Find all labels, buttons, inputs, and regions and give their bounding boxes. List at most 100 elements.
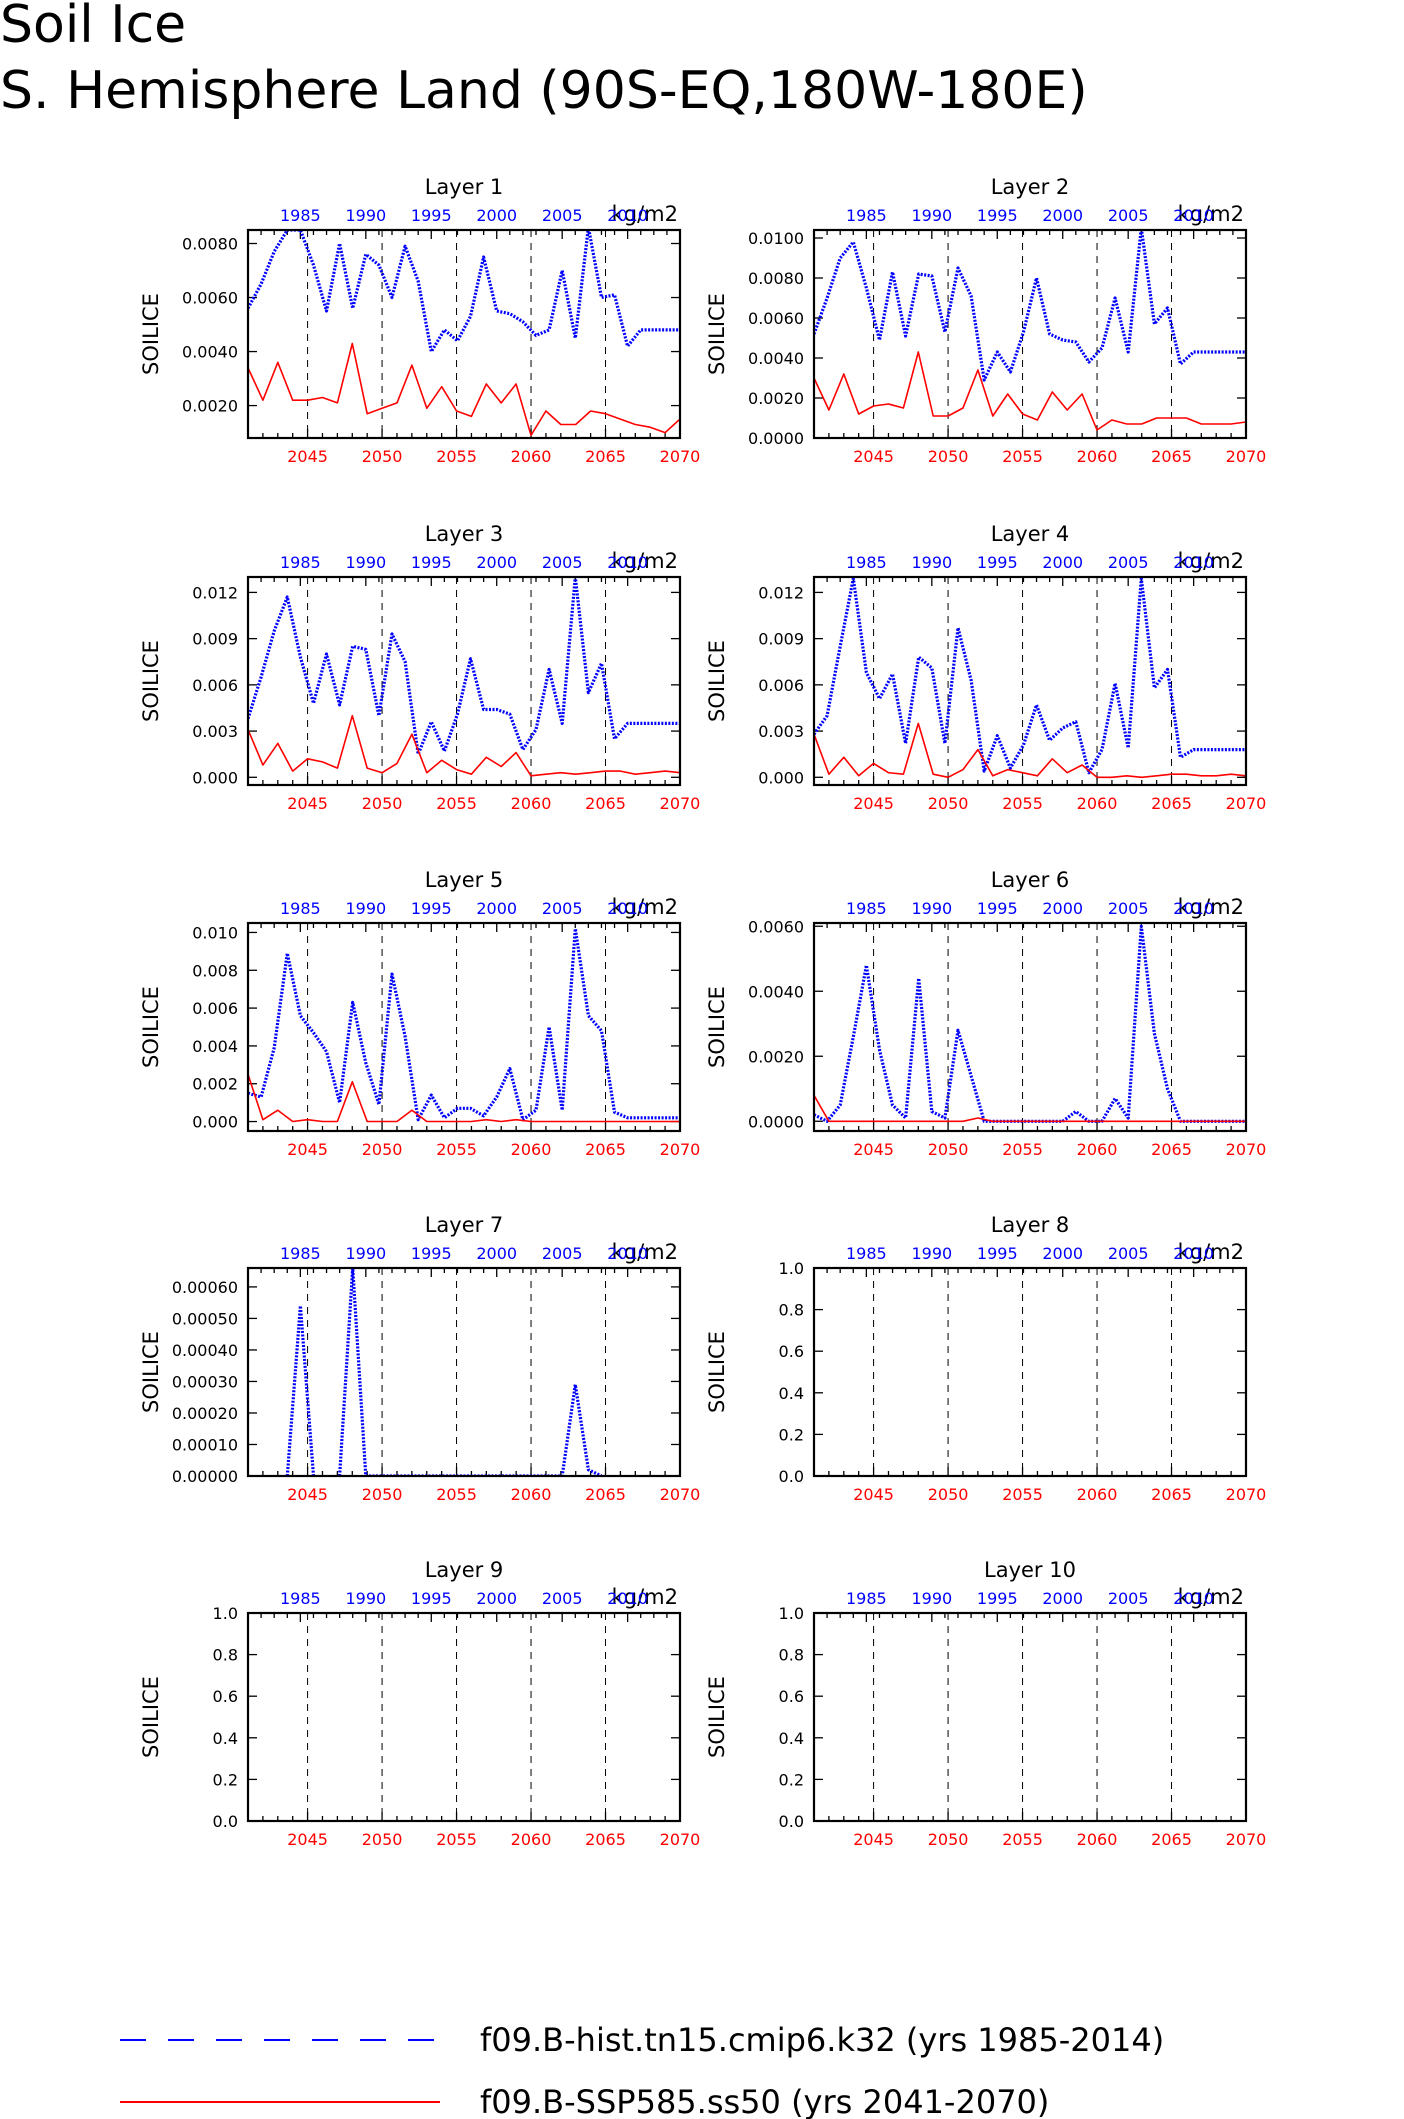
x-bottom-tick-label: 2050 xyxy=(928,1485,969,1504)
x-top-tick-label: 1985 xyxy=(280,1244,321,1263)
y-tick-label: 0.2 xyxy=(779,1770,804,1789)
y-tick-label: 0.0060 xyxy=(748,917,804,936)
y-tick-label: 0.0 xyxy=(779,1812,804,1831)
y-tick-label: 0.008 xyxy=(192,961,238,980)
x-bottom-tick-label: 2055 xyxy=(1002,447,1043,466)
series-line-hist xyxy=(248,927,680,1122)
series-line-ssp xyxy=(814,351,1246,431)
x-top-tick-label: 2010 xyxy=(1173,1244,1214,1263)
x-top-tick-label: 2010 xyxy=(1173,206,1214,225)
y-tick-label: 0.6 xyxy=(779,1342,804,1361)
x-top-tick-label: 2000 xyxy=(476,1244,517,1263)
plot-frame xyxy=(246,1266,682,1478)
y-tick-label: 0.0000 xyxy=(748,429,804,448)
x-bottom-tick-label: 2070 xyxy=(1226,1140,1267,1159)
x-bottom-tick-label: 2055 xyxy=(1002,1830,1043,1849)
y-tick-label: 0.000 xyxy=(758,768,804,787)
y-tick-label: 0.002 xyxy=(192,1075,238,1094)
plot-frame xyxy=(246,1611,682,1823)
panel-title: Layer 6 xyxy=(991,868,1070,892)
x-bottom-tick-label: 2065 xyxy=(1151,794,1192,813)
y-tick-label: 0.009 xyxy=(758,630,804,649)
x-top-tick-label: 2000 xyxy=(476,899,517,918)
x-bottom-tick-label: 2070 xyxy=(660,447,701,466)
plot-frame xyxy=(812,228,1248,440)
x-bottom-tick-label: 2045 xyxy=(287,1140,328,1159)
x-top-tick-label: 2010 xyxy=(607,899,648,918)
panel-units: kg/m2 xyxy=(612,1585,678,1609)
x-top-tick-label: 1990 xyxy=(345,899,386,918)
x-bottom-tick-label: 2065 xyxy=(585,794,626,813)
y-tick-label: 0.8 xyxy=(213,1646,238,1665)
y-tick-label: 1.0 xyxy=(779,1259,804,1278)
series-line-hist xyxy=(814,230,1246,382)
y-tick-label: 0.000 xyxy=(192,768,238,787)
y-tick-label: 0.00030 xyxy=(172,1372,238,1391)
x-bottom-tick-label: 2060 xyxy=(1077,1830,1118,1849)
x-bottom-tick-label: 2050 xyxy=(928,794,969,813)
panel-title: Layer 7 xyxy=(425,1213,504,1237)
panel-layer-8: Layer 8 kg/m2 SOILICE 2045 2050 2055 2060 2065 2… xyxy=(705,1213,1266,1504)
x-bottom-tick-label: 2050 xyxy=(362,1485,403,1504)
x-top-tick-label: 1985 xyxy=(846,553,887,572)
x-bottom-tick-label: 2055 xyxy=(436,447,477,466)
x-bottom-tick-label: 2050 xyxy=(928,1830,969,1849)
x-top-tick-label: 1985 xyxy=(280,206,321,225)
x-bottom-tick-label: 2070 xyxy=(660,794,701,813)
x-top-tick-label: 2005 xyxy=(542,1244,583,1263)
y-tick-label: 0.0020 xyxy=(748,1047,804,1066)
panel-units: kg/m2 xyxy=(612,549,678,573)
x-top-tick-label: 1995 xyxy=(977,1589,1018,1608)
panel-title: Layer 2 xyxy=(991,175,1070,199)
series-line-ssp xyxy=(248,714,680,777)
x-bottom-tick-label: 2055 xyxy=(436,1830,477,1849)
x-top-tick-label: 1990 xyxy=(911,553,952,572)
y-tick-label: 0.012 xyxy=(192,583,238,602)
x-top-tick-label: 2000 xyxy=(1042,1589,1083,1608)
x-bottom-tick-label: 2065 xyxy=(585,1140,626,1159)
y-tick-label: 0.006 xyxy=(758,676,804,695)
plot-frame xyxy=(812,575,1248,787)
y-tick-label: 0.0 xyxy=(779,1467,804,1486)
x-top-tick-label: 2010 xyxy=(1173,1589,1214,1608)
x-bottom-tick-label: 2045 xyxy=(853,794,894,813)
plot-frame xyxy=(246,228,682,440)
plot-frame xyxy=(812,1611,1248,1823)
x-top-tick-label: 2010 xyxy=(607,553,648,572)
x-top-tick-label: 2005 xyxy=(1108,1589,1149,1608)
series-line-hist xyxy=(248,230,680,354)
panel-layer-10: Layer 10 kg/m2 SOILICE 2045 2050 2055 2060 2065… xyxy=(705,1558,1266,1849)
panel-title: Layer 1 xyxy=(425,175,504,199)
panel-layer-5: Layer 5 kg/m2 SOILICE 2045 2050 2055 2060 2065 2… xyxy=(139,868,700,1159)
panel-ylabel: SOILICE xyxy=(139,293,163,375)
y-tick-label: 0.4 xyxy=(213,1729,238,1748)
figure-title-line1: Soil Ice xyxy=(0,0,186,55)
x-bottom-tick-label: 2070 xyxy=(1226,447,1267,466)
panel-layer-7: Layer 7 kg/m2 SOILICE 2045 2050 2055 2060 2065 2… xyxy=(139,1213,700,1504)
plot-frame xyxy=(246,575,682,787)
x-bottom-tick-label: 2045 xyxy=(287,447,328,466)
panel-layer-9: Layer 9 kg/m2 SOILICE 2045 2050 2055 2060 2065 2… xyxy=(139,1558,700,1849)
x-top-tick-label: 1985 xyxy=(280,553,321,572)
y-tick-label: 0.6 xyxy=(779,1687,804,1706)
panel-units: kg/m2 xyxy=(1178,549,1244,573)
x-bottom-tick-label: 2045 xyxy=(287,794,328,813)
y-tick-label: 0.00040 xyxy=(172,1341,238,1360)
x-bottom-tick-label: 2050 xyxy=(362,794,403,813)
x-top-tick-label: 1995 xyxy=(411,553,452,572)
plot-frame xyxy=(812,1266,1248,1478)
y-tick-label: 0.0000 xyxy=(748,1112,804,1131)
x-top-tick-label: 1985 xyxy=(846,1244,887,1263)
x-bottom-tick-label: 2070 xyxy=(660,1140,701,1159)
x-bottom-tick-label: 2050 xyxy=(362,1140,403,1159)
x-bottom-tick-label: 2070 xyxy=(1226,794,1267,813)
x-top-tick-label: 1990 xyxy=(345,553,386,572)
x-bottom-tick-label: 2045 xyxy=(853,1830,894,1849)
panel-layer-4: Layer 4 kg/m2 SOILICE 2045 2050 2055 2060 2065 2… xyxy=(705,522,1266,813)
y-tick-label: 1.0 xyxy=(213,1604,238,1623)
y-tick-label: 0.000 xyxy=(192,1113,238,1132)
panel-layer-1: Layer 1 kg/m2 SOILICE 2045 2050 2055 2060 2065 2… xyxy=(139,175,700,466)
panel-units: kg/m2 xyxy=(1178,1585,1244,1609)
y-tick-label: 0.0020 xyxy=(182,397,238,416)
x-bottom-tick-label: 2065 xyxy=(1151,1830,1192,1849)
